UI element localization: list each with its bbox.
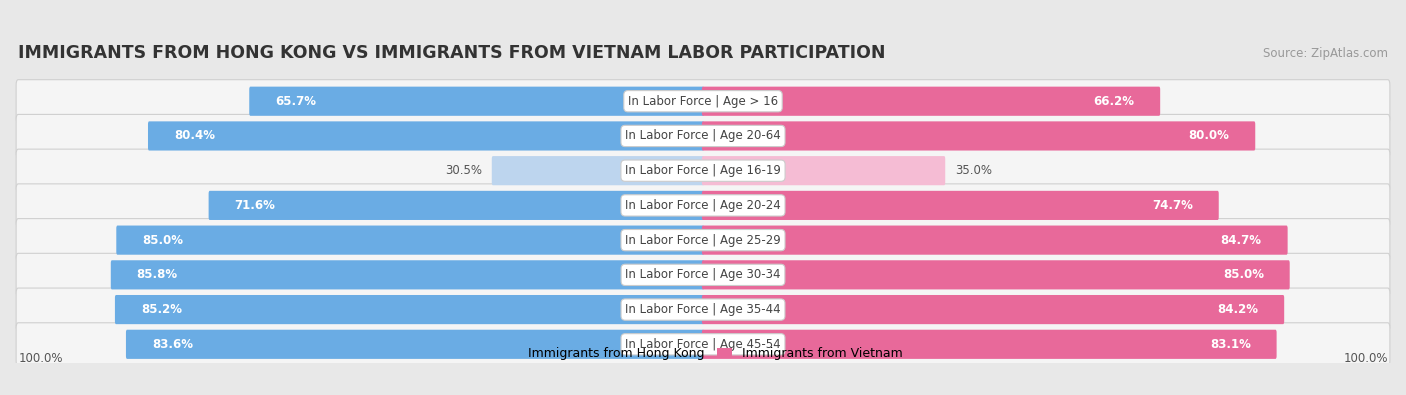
Text: 83.6%: 83.6% xyxy=(152,338,193,351)
Text: 83.1%: 83.1% xyxy=(1209,338,1251,351)
FancyBboxPatch shape xyxy=(702,87,1160,116)
Text: 100.0%: 100.0% xyxy=(1343,352,1388,365)
Text: 85.8%: 85.8% xyxy=(136,268,177,281)
Text: Source: ZipAtlas.com: Source: ZipAtlas.com xyxy=(1263,47,1388,60)
Text: In Labor Force | Age 20-64: In Labor Force | Age 20-64 xyxy=(626,130,780,143)
Text: In Labor Force | Age 45-54: In Labor Force | Age 45-54 xyxy=(626,338,780,351)
FancyBboxPatch shape xyxy=(15,218,1391,261)
FancyBboxPatch shape xyxy=(15,184,1391,227)
Text: In Labor Force | Age 30-34: In Labor Force | Age 30-34 xyxy=(626,268,780,281)
FancyBboxPatch shape xyxy=(15,288,1391,331)
FancyBboxPatch shape xyxy=(148,121,704,150)
Text: In Labor Force | Age 16-19: In Labor Force | Age 16-19 xyxy=(626,164,780,177)
FancyBboxPatch shape xyxy=(492,156,704,185)
FancyBboxPatch shape xyxy=(702,260,1289,290)
Text: In Labor Force | Age > 16: In Labor Force | Age > 16 xyxy=(628,95,778,108)
FancyBboxPatch shape xyxy=(127,330,704,359)
FancyBboxPatch shape xyxy=(208,191,704,220)
Text: 85.2%: 85.2% xyxy=(141,303,181,316)
FancyBboxPatch shape xyxy=(702,191,1219,220)
FancyBboxPatch shape xyxy=(15,253,1391,296)
FancyBboxPatch shape xyxy=(15,80,1391,123)
FancyBboxPatch shape xyxy=(702,121,1256,150)
Text: 80.0%: 80.0% xyxy=(1188,130,1229,143)
FancyBboxPatch shape xyxy=(702,156,945,185)
Text: 84.7%: 84.7% xyxy=(1220,233,1261,246)
Text: 80.4%: 80.4% xyxy=(174,130,215,143)
Text: 84.2%: 84.2% xyxy=(1218,303,1258,316)
Text: 85.0%: 85.0% xyxy=(1223,268,1264,281)
Legend: Immigrants from Hong Kong, Immigrants from Vietnam: Immigrants from Hong Kong, Immigrants fr… xyxy=(503,347,903,360)
Text: 74.7%: 74.7% xyxy=(1152,199,1192,212)
Text: 66.2%: 66.2% xyxy=(1094,95,1135,108)
Text: 65.7%: 65.7% xyxy=(276,95,316,108)
FancyBboxPatch shape xyxy=(15,323,1391,366)
Text: 100.0%: 100.0% xyxy=(18,352,63,365)
FancyBboxPatch shape xyxy=(702,295,1284,324)
FancyBboxPatch shape xyxy=(15,149,1391,192)
Text: 35.0%: 35.0% xyxy=(955,164,993,177)
FancyBboxPatch shape xyxy=(115,295,704,324)
Text: In Labor Force | Age 35-44: In Labor Force | Age 35-44 xyxy=(626,303,780,316)
Text: IMMIGRANTS FROM HONG KONG VS IMMIGRANTS FROM VIETNAM LABOR PARTICIPATION: IMMIGRANTS FROM HONG KONG VS IMMIGRANTS … xyxy=(18,44,886,62)
FancyBboxPatch shape xyxy=(111,260,704,290)
FancyBboxPatch shape xyxy=(117,226,704,255)
Text: In Labor Force | Age 20-24: In Labor Force | Age 20-24 xyxy=(626,199,780,212)
Text: 71.6%: 71.6% xyxy=(235,199,276,212)
Text: 30.5%: 30.5% xyxy=(444,164,482,177)
FancyBboxPatch shape xyxy=(15,115,1391,158)
Text: 85.0%: 85.0% xyxy=(142,233,183,246)
Text: In Labor Force | Age 25-29: In Labor Force | Age 25-29 xyxy=(626,233,780,246)
FancyBboxPatch shape xyxy=(702,330,1277,359)
FancyBboxPatch shape xyxy=(249,87,704,116)
FancyBboxPatch shape xyxy=(702,226,1288,255)
